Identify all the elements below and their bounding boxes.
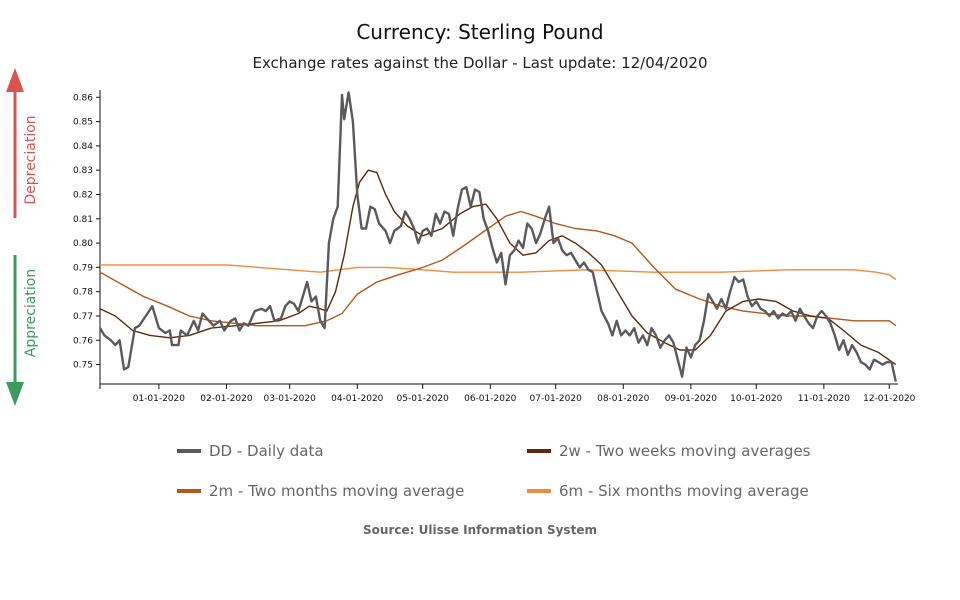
y-tick-label: 0.83 bbox=[73, 166, 93, 176]
legend-item-2w[interactable]: 2w - Two weeks moving averages bbox=[527, 442, 811, 460]
x-tick-label: 10-01-2020 bbox=[730, 394, 783, 404]
legend-item-6m[interactable]: 6m - Six months moving average bbox=[527, 482, 809, 500]
legend-swatch bbox=[177, 449, 201, 453]
side-indicator: Depreciation Appreciation bbox=[6, 68, 39, 406]
series-line-6m bbox=[100, 264, 897, 281]
appreciation-label: Appreciation bbox=[23, 269, 39, 357]
source-note: Source: Ulisse Information System bbox=[363, 523, 597, 537]
x-tick-label: 07-01-2020 bbox=[530, 394, 583, 404]
x-tick-label: 11-01-2020 bbox=[798, 394, 851, 404]
x-tick-label: 04-01-2020 bbox=[331, 394, 384, 404]
series-layer bbox=[98, 91, 897, 382]
chart-subtitle: Exchange rates against the Dollar - Last… bbox=[252, 54, 708, 72]
legend-swatch bbox=[527, 449, 551, 453]
x-tick-label: 08-01-2020 bbox=[597, 394, 650, 404]
legend-item-dd[interactable]: DD - Daily data bbox=[177, 442, 324, 460]
y-tick-label: 0.81 bbox=[73, 215, 93, 225]
depreciation-label: Depreciation bbox=[23, 115, 39, 204]
y-tick-label: 0.79 bbox=[73, 263, 93, 273]
x-tick-label: 01-01-2020 bbox=[133, 394, 186, 404]
legend-swatch bbox=[527, 489, 551, 493]
x-tick-label: 03-01-2020 bbox=[264, 394, 317, 404]
x-tick-label: 05-01-2020 bbox=[397, 394, 450, 404]
y-tick-label: 0.82 bbox=[73, 190, 93, 200]
series-line-2m bbox=[99, 210, 897, 327]
y-tick-label: 0.75 bbox=[73, 361, 93, 371]
axes: 0.75 0.76 0.77 0.78 0.79 0.80 0.81 0.82 0.83 0.84… bbox=[73, 90, 916, 404]
y-tick-label: 0.80 bbox=[73, 239, 93, 249]
legend-label: 2w - Two weeks moving averages bbox=[559, 442, 811, 460]
legend-swatch bbox=[177, 489, 201, 493]
y-tick-label: 0.78 bbox=[73, 288, 93, 298]
x-tick-label: 06-01-2020 bbox=[464, 394, 517, 404]
legend-item-2m[interactable]: 2m - Two months moving average bbox=[177, 482, 464, 500]
y-tick-label: 0.85 bbox=[73, 118, 93, 128]
legend-label: 2m - Two months moving average bbox=[209, 482, 465, 500]
x-tick-label: 09-01-2020 bbox=[665, 394, 718, 404]
x-tick-label: 02-01-2020 bbox=[200, 394, 253, 404]
y-tick-label: 0.77 bbox=[73, 312, 93, 322]
legend-label: 6m - Six months moving average bbox=[559, 482, 809, 500]
appreciation-arrow-icon bbox=[6, 382, 24, 406]
series-line-dd bbox=[98, 91, 897, 382]
depreciation-arrow-icon bbox=[6, 68, 24, 92]
y-tick-label: 0.86 bbox=[73, 93, 93, 103]
legend-label: DD - Daily data bbox=[209, 442, 324, 460]
series-line-2w bbox=[99, 169, 897, 366]
y-tick-label: 0.84 bbox=[73, 142, 93, 152]
chart-title: Currency: Sterling Pound bbox=[356, 20, 604, 44]
y-tick-label: 0.76 bbox=[73, 336, 93, 346]
x-tick-label: 12-01-2020 bbox=[863, 394, 916, 404]
